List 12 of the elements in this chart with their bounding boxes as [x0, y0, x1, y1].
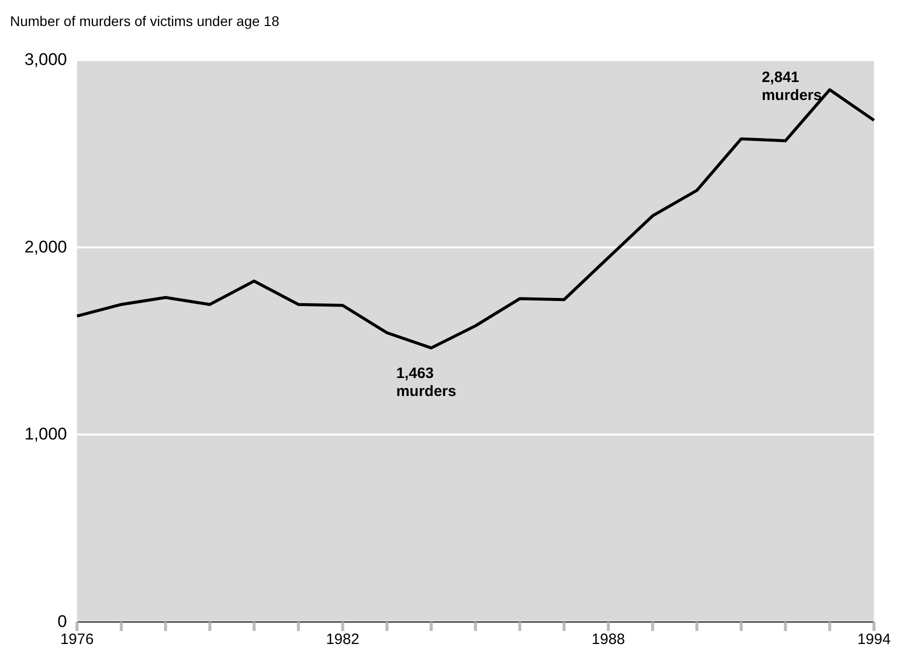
y-tick-label: 1,000	[24, 424, 67, 444]
x-tick-label: 1976	[60, 631, 94, 648]
y-tick-label: 0	[58, 612, 67, 631]
x-tick-label: 1994	[857, 631, 891, 648]
y-tick-label: 2,000	[24, 237, 67, 256]
y-tick-label: 3,000	[24, 50, 67, 69]
x-tick-label: 1988	[592, 631, 626, 648]
line-series	[76, 88, 876, 350]
x-tick-label: 1982	[326, 631, 360, 648]
y-axis-title: Number of murders of victims under age 18	[10, 13, 280, 29]
annotation: 2,841 murders	[762, 68, 822, 104]
annotation: 1,463 murders	[396, 364, 456, 400]
